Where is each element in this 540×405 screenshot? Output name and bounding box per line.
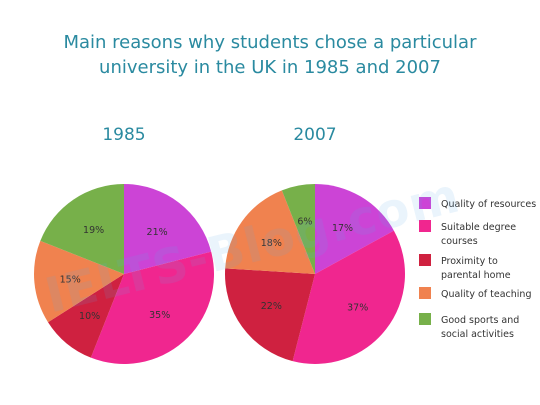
legend-label-1-line-1: Quality of resources	[441, 199, 536, 210]
pie-2007-slice-label-3: 22%	[261, 301, 282, 312]
pie-1985-slice-4	[33, 240, 125, 323]
legend-swatch-3	[419, 254, 431, 266]
legend-label-2-line-2: courses	[441, 236, 478, 247]
chart-title: Main reasons why students chose a partic…	[0, 30, 540, 80]
pie-1985-slice-2	[90, 251, 214, 364]
pie-2007-slice-1	[315, 184, 394, 274]
pie-1985-slice-label-4: 15%	[60, 275, 81, 286]
chart-title-line-2: university in the UK in 1985 and 2007	[99, 57, 441, 78]
pie-1985-slice-1	[124, 184, 212, 274]
pie-2007-slice-label-1: 17%	[332, 223, 353, 234]
pie-2007-slice-label-5: 6%	[297, 217, 312, 228]
pie-1985: 1985 21% 35% 10% 15% 19%	[33, 125, 214, 364]
legend-label-5-line-1: Good sports and	[441, 315, 519, 326]
legend-swatch-2	[419, 220, 431, 232]
pie-2007-slice-2	[292, 230, 406, 365]
legend-swatch-4	[419, 287, 431, 299]
legend: Quality of resources Suitable degree cours…	[419, 197, 536, 340]
pie-1985-slice-label-3: 10%	[79, 311, 100, 322]
pie-2007-slice-5	[281, 184, 315, 274]
pie-2007-slice-3	[225, 268, 315, 362]
legend-swatch-1	[419, 197, 431, 209]
legend-label-5-line-2: social activities	[441, 329, 514, 340]
pie-2007-slice-4	[225, 190, 315, 274]
pie-title-2007: 2007	[293, 125, 336, 145]
pie-1985-slice-label-1: 21%	[147, 227, 168, 238]
chart-title-line-1: Main reasons why students chose a partic…	[63, 32, 477, 53]
pie-title-1985: 1985	[102, 125, 145, 145]
legend-label-3-line-2: parental home	[441, 270, 511, 281]
legend-swatch-5	[419, 313, 431, 325]
pie-1985-slice-label-2: 35%	[149, 310, 170, 321]
legend-label-2-line-1: Suitable degree	[441, 222, 516, 233]
legend-label-3-line-1: Proximity to	[441, 256, 498, 267]
pie-2007-slice-label-2: 37%	[347, 303, 368, 314]
pie-1985-slice-3	[48, 274, 125, 358]
pie-2007: 2007 17% 37% 22% 18% 6%	[225, 125, 406, 365]
pie-1985-slice-label-5: 19%	[83, 225, 104, 236]
pie-1985-slice-5	[40, 184, 125, 274]
pie-2007-slice-label-4: 18%	[261, 238, 282, 249]
legend-label-4-line-1: Quality of teaching	[441, 289, 531, 300]
